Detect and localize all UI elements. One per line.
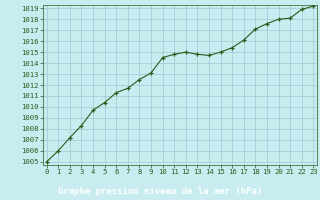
Text: Graphe pression niveau de la mer (hPa): Graphe pression niveau de la mer (hPa) xyxy=(58,186,262,196)
